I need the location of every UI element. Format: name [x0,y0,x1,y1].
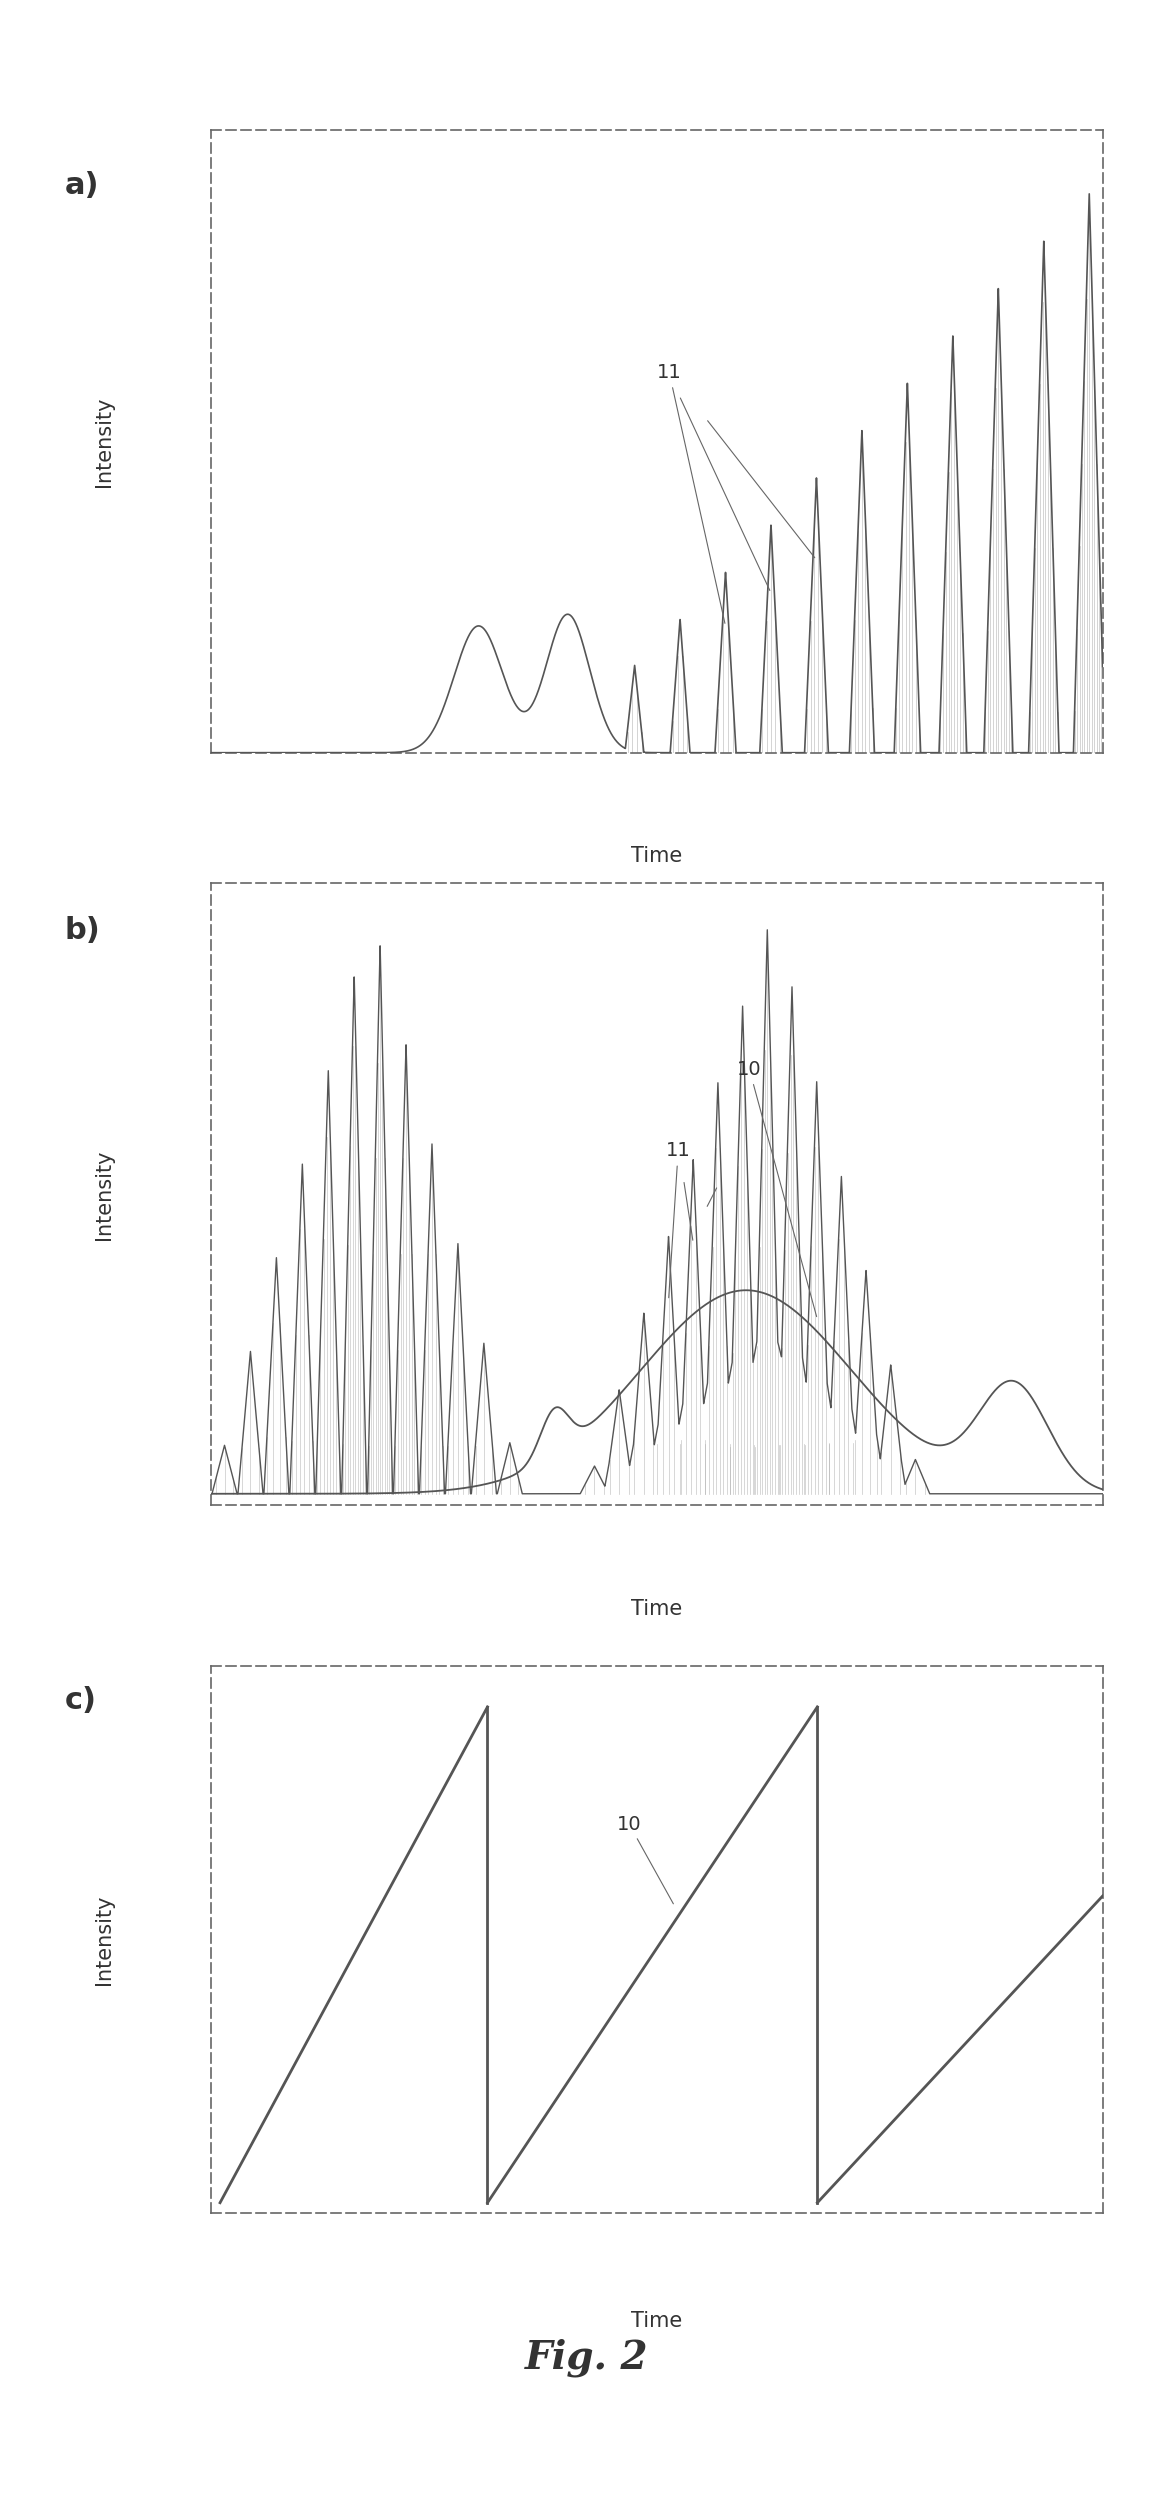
Text: Intensity: Intensity [94,396,114,487]
Text: b): b) [65,916,100,946]
Text: Time: Time [631,1598,683,1618]
Text: 11: 11 [657,364,725,622]
Text: c): c) [65,1686,96,1716]
Text: Time: Time [631,846,683,866]
Text: Time: Time [631,2311,683,2331]
Text: 10: 10 [617,1814,673,1904]
Text: Intensity: Intensity [94,1894,114,1985]
Text: a): a) [65,171,99,201]
Text: Intensity: Intensity [94,1149,114,1239]
Text: 10: 10 [737,1061,816,1317]
Text: 11: 11 [666,1142,691,1297]
Text: Fig. 2: Fig. 2 [524,2338,649,2376]
